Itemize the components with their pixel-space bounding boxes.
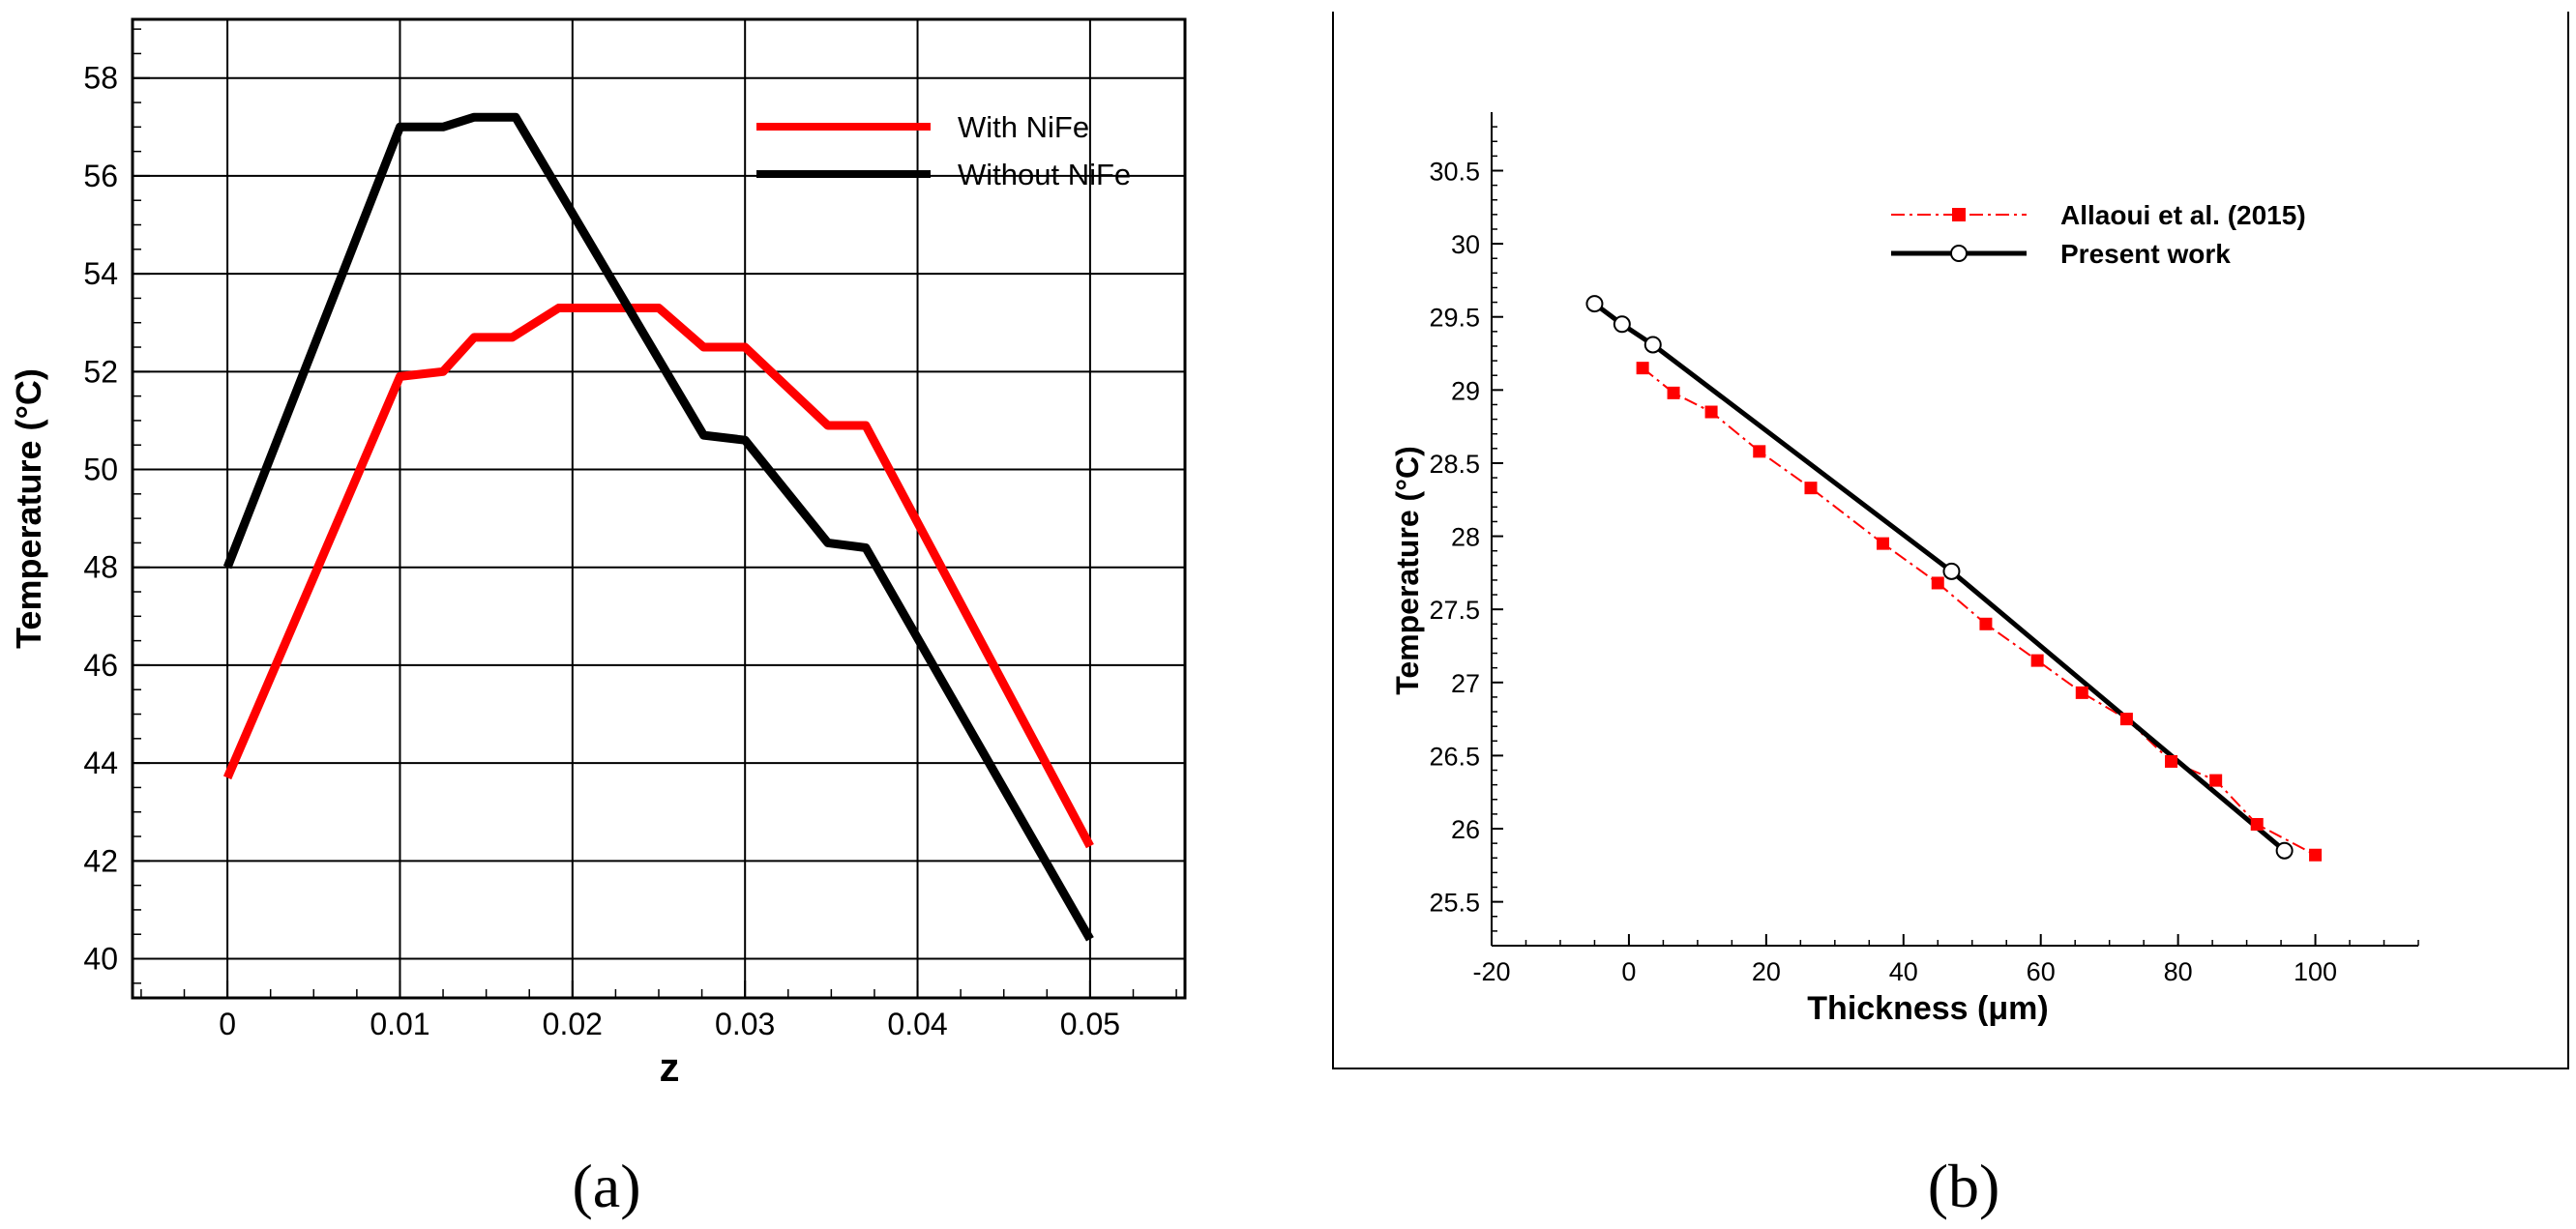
tick-label-b-y-1: 26	[1451, 815, 1480, 844]
tick-label-b-x-3: 40	[1889, 957, 1918, 986]
tick-label-b-y-7: 29	[1451, 376, 1480, 405]
panel-a-y-axis-label: Temperature (°C)	[9, 368, 48, 649]
series-b-allaoui-point-0	[1636, 362, 1649, 375]
series-b-allaoui-point-4	[1804, 482, 1818, 495]
tick-label-a-x-0: 0	[219, 1007, 236, 1041]
tick-label-b-x-6: 100	[2294, 957, 2337, 986]
tick-label-a-y-3: 46	[83, 648, 118, 683]
panel-b-y-axis-label: Temperature (°C)	[1390, 446, 1425, 695]
legend-a-without-nife-label: Without NiFe	[958, 158, 1131, 191]
series-b-present-point-2	[1643, 336, 1662, 354]
tick-label-b-y-10: 30.5	[1429, 157, 1480, 186]
series-b-allaoui-point-14	[2309, 848, 2323, 862]
legend-b-allaoui-label: Allaoui et al. (2015)	[2060, 200, 2306, 230]
legend-b-allaoui-marker	[1952, 208, 1966, 221]
tick-label-a-x-3: 0.03	[715, 1007, 775, 1041]
tick-label-b-y-8: 29.5	[1429, 304, 1480, 333]
series-b-present-point-0	[1585, 295, 1604, 313]
tick-label-b-y-3: 27	[1451, 669, 1480, 698]
tick-label-a-y-7: 54	[83, 256, 118, 291]
tick-label-b-x-0: -20	[1472, 957, 1510, 986]
panel-b-chart: -20 0 20 40 60 80 100 25.5 26 26.5 27 27.5 28 28.5 29 2…	[1332, 12, 2569, 1220]
tick-label-b-x-4: 60	[2027, 957, 2056, 986]
tick-label-a-y-0: 40	[83, 942, 118, 977]
series-b-present-point-1	[1613, 315, 1631, 334]
panel-a-chart: 0 0.01 0.02 0.03 0.04 0.05 40 42 44 46 48 50 52 54 56 5…	[9, 17, 1187, 1220]
tick-label-b-y-4: 27.5	[1429, 596, 1480, 625]
tick-label-b-y-5: 28	[1451, 523, 1480, 552]
panel-b-x-axis-label: Thickness (μm)	[1807, 990, 2048, 1027]
tick-label-a-x-1: 0.01	[370, 1007, 429, 1041]
series-b-allaoui-point-11	[2165, 754, 2178, 768]
series-b-allaoui-point-13	[2250, 817, 2264, 831]
series-b-allaoui-point-9	[2075, 686, 2088, 699]
tick-label-a-y-6: 52	[83, 354, 118, 389]
tick-label-a-x-4: 0.04	[887, 1007, 947, 1041]
tick-label-b-x-1: 0	[1621, 957, 1636, 986]
legend-a-with-nife-label: With NiFe	[958, 110, 1089, 144]
tick-label-b-y-6: 28.5	[1429, 450, 1480, 479]
panel-a-legend: With NiFe Without NiFe	[756, 110, 1131, 191]
series-b-allaoui-point-7	[1979, 617, 1993, 630]
panel-b-image-border	[1332, 12, 2569, 1069]
series-b-present-point-4	[2275, 841, 2294, 860]
tick-label-b-y-9: 30	[1451, 230, 1480, 259]
series-b-present-point-3	[1942, 562, 1961, 580]
tick-label-a-y-2: 44	[83, 746, 118, 780]
series-b-allaoui-point-12	[2209, 774, 2223, 787]
tick-label-a-y-1: 42	[83, 843, 118, 878]
tick-label-a-y-8: 56	[83, 159, 118, 193]
tick-label-a-y-5: 50	[83, 453, 118, 487]
series-b-allaoui-point-2	[1704, 405, 1718, 419]
series-b-allaoui-point-6	[1931, 576, 1944, 590]
series-b-allaoui-point-10	[2119, 713, 2133, 726]
series-b-allaoui-point-1	[1667, 386, 1680, 399]
series-a-line-1	[222, 112, 1094, 942]
tick-label-b-x-5: 80	[2164, 957, 2193, 986]
series-b-allaoui-point-3	[1753, 445, 1766, 458]
panel-a-caption: (a)	[572, 1152, 640, 1220]
panel-b-caption: (b)	[1928, 1152, 2000, 1220]
tick-label-b-y-0: 25.5	[1429, 889, 1480, 918]
series-b-allaoui-point-8	[2030, 654, 2044, 667]
tick-label-b-y-2: 26.5	[1429, 742, 1480, 771]
series-a-line-0	[222, 304, 1094, 849]
panel-a-x-axis-label: z	[660, 1044, 680, 1090]
tick-label-b-x-2: 20	[1752, 957, 1781, 986]
series-b-allaoui-point-5	[1876, 537, 1889, 550]
legend-b-present-marker	[1950, 245, 1968, 262]
tick-label-a-x-2: 0.02	[543, 1007, 603, 1041]
tick-label-a-x-5: 0.05	[1060, 1007, 1120, 1041]
tick-label-a-y-9: 58	[83, 61, 118, 96]
legend-b-present-label: Present work	[2060, 239, 2231, 269]
tick-label-a-y-4: 48	[83, 550, 118, 585]
panel-b-legend: Allaoui et al. (2015) Present work	[1891, 200, 2306, 269]
